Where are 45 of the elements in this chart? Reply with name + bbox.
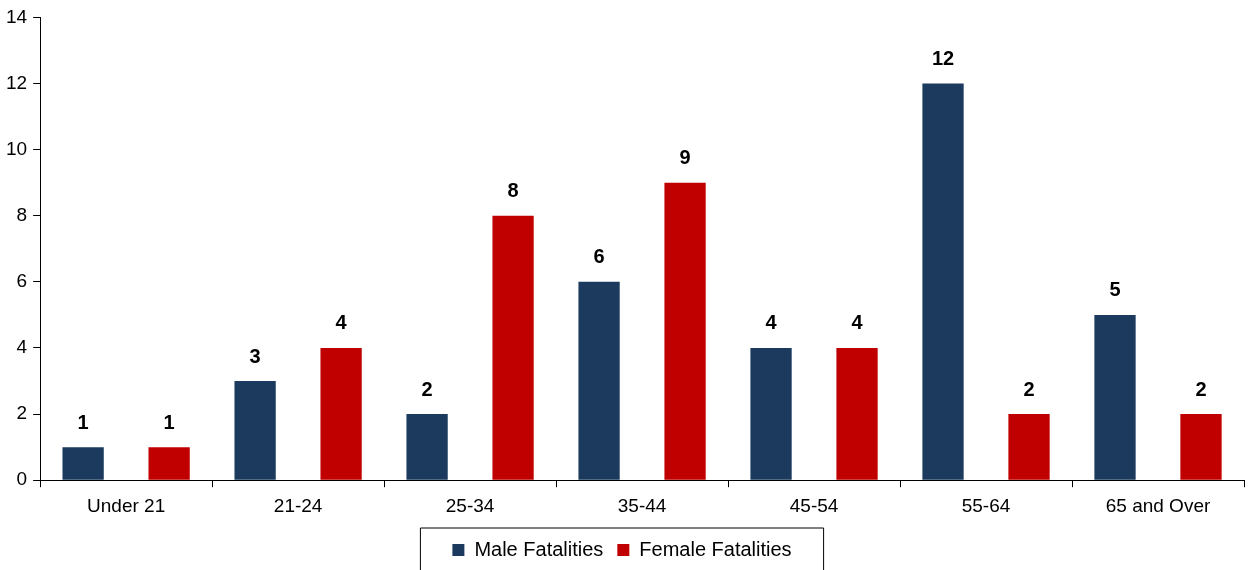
x-tick-label: 65 and Over xyxy=(1105,494,1211,516)
data-label: 1 xyxy=(163,410,175,433)
bar xyxy=(922,83,964,480)
bar xyxy=(148,447,190,480)
y-tick-label: 4 xyxy=(16,336,28,358)
bar xyxy=(492,215,534,480)
data-label: 9 xyxy=(679,146,691,169)
bar xyxy=(320,347,362,480)
data-label: 1 xyxy=(77,410,89,433)
data-label: 2 xyxy=(1023,377,1035,400)
y-tick-label: 0 xyxy=(16,468,28,490)
bar xyxy=(234,381,276,480)
y-tick-label: 8 xyxy=(16,203,28,225)
x-tick-label: Under 21 xyxy=(87,494,166,516)
data-label: 4 xyxy=(765,311,778,334)
legend-label: Female Fatalities xyxy=(639,537,792,560)
data-label: 8 xyxy=(507,179,519,202)
bar xyxy=(664,182,706,480)
y-tick-label: 12 xyxy=(5,71,28,93)
x-tick-label: 21-24 xyxy=(273,494,323,516)
y-tick-label: 14 xyxy=(5,5,28,27)
bar xyxy=(578,281,620,480)
bar xyxy=(750,347,792,480)
y-tick-label: 10 xyxy=(5,137,28,159)
bar xyxy=(406,414,448,480)
bar xyxy=(62,447,104,480)
y-tick-label: 2 xyxy=(16,402,28,424)
data-label: 2 xyxy=(1195,377,1207,400)
data-label: 4 xyxy=(851,311,864,334)
data-label: 3 xyxy=(249,344,261,367)
bar xyxy=(1008,414,1050,480)
y-tick-label: 6 xyxy=(16,270,28,292)
x-tick-label: 55-64 xyxy=(961,494,1011,516)
bar xyxy=(1180,414,1222,480)
x-tick-label: 25-34 xyxy=(445,494,495,516)
data-label: 12 xyxy=(931,47,955,70)
x-tick-label: 45-54 xyxy=(789,494,839,516)
x-tick-label: 35-44 xyxy=(617,494,667,516)
data-label: 2 xyxy=(421,377,433,400)
data-label: 5 xyxy=(1109,278,1121,301)
bar xyxy=(1094,314,1136,480)
bar xyxy=(836,347,878,480)
data-label: 6 xyxy=(593,245,605,268)
legend-label: Male Fatalities xyxy=(474,537,604,560)
data-label: 4 xyxy=(335,311,348,334)
